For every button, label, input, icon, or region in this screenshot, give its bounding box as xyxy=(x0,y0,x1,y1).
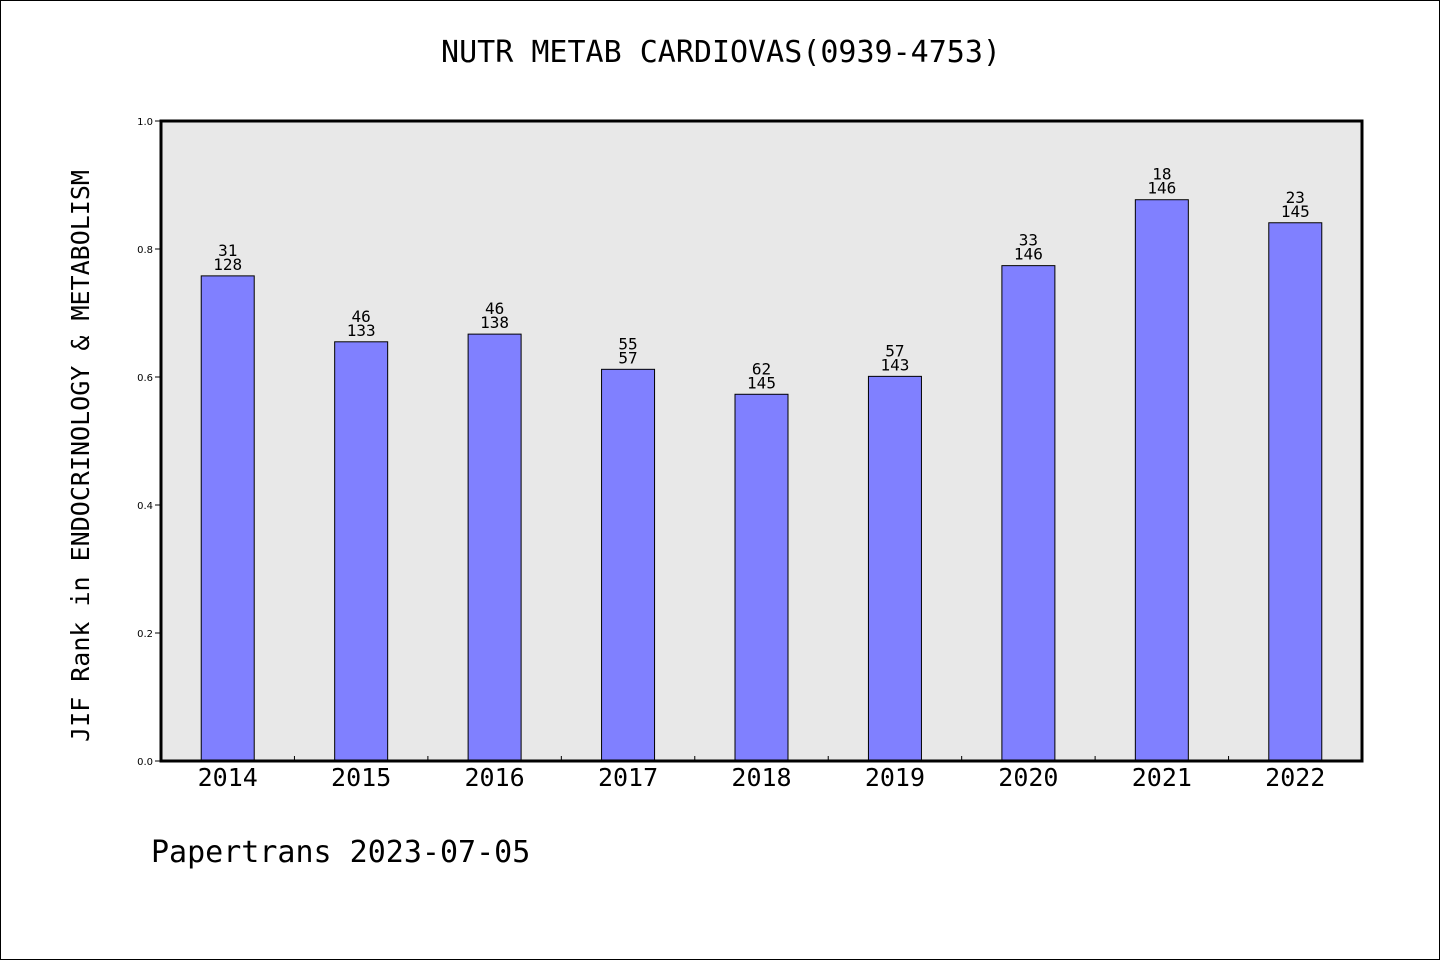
data-label-total: 146 xyxy=(1014,245,1043,264)
bars-group xyxy=(200,199,1323,762)
data-label-rank: 46 xyxy=(485,299,504,318)
data-label-total: 146 xyxy=(1147,179,1176,198)
data-label-rank: 62 xyxy=(752,359,771,378)
bar-2017 xyxy=(601,368,656,762)
chart-title: NUTR METAB CARDIOVAS(0939-4753) xyxy=(441,35,1001,70)
data-label-rank: 46 xyxy=(352,307,371,326)
data-label-rank: 31 xyxy=(218,241,237,260)
bar-2014 xyxy=(200,275,255,762)
x-tick-label: 2018 xyxy=(731,763,791,792)
data-label-total: 57 xyxy=(618,348,637,367)
data-label-rank: 23 xyxy=(1286,188,1305,207)
y-tick-label: 0.4 xyxy=(137,501,153,512)
data-label-total: 145 xyxy=(1281,202,1310,221)
bar-2019 xyxy=(867,375,922,762)
data-label-total: 145 xyxy=(747,373,776,392)
footer-credit: Papertrans 2023-07-05 xyxy=(151,835,531,870)
y-tick-label: 0.8 xyxy=(137,245,153,256)
x-tick-label: 2021 xyxy=(1132,763,1192,792)
x-tick-label: 2019 xyxy=(865,763,925,792)
y-ticks-group: 0.0 0.2 0.4 0.6 0.8 1.0 xyxy=(137,117,161,768)
x-tick-label: 2017 xyxy=(598,763,658,792)
data-label-total: 143 xyxy=(880,355,909,374)
data-label-rank: 33 xyxy=(1019,231,1038,250)
bar-2020 xyxy=(1001,265,1056,762)
data-label-total: 128 xyxy=(213,255,242,274)
bar-2018 xyxy=(734,393,789,762)
data-label-total: 138 xyxy=(480,313,509,332)
bar-2016 xyxy=(467,333,522,762)
bar-2022 xyxy=(1268,222,1323,762)
x-tick-label: 2014 xyxy=(198,763,258,792)
x-tick-label: 2015 xyxy=(331,763,391,792)
data-label-total: 133 xyxy=(347,321,376,340)
bar-2021 xyxy=(1134,199,1189,762)
y-tick-label: 1.0 xyxy=(137,117,153,128)
data-label-rank: 57 xyxy=(885,341,904,360)
x-tick-label: 2022 xyxy=(1265,763,1325,792)
data-label-rank: 55 xyxy=(618,334,637,353)
y-tick-label: 0.6 xyxy=(137,373,153,384)
y-tick-label: 0.2 xyxy=(137,629,153,640)
bar-2015 xyxy=(334,341,389,762)
data-label-rank: 18 xyxy=(1152,165,1171,184)
y-tick-label: 0.0 xyxy=(137,757,153,768)
plot-frame xyxy=(159,119,1364,763)
x-ticks-group: 2014 2015 2016 2017 2018 2019 2020 2021 2022 xyxy=(198,756,1325,792)
x-tick-label: 2016 xyxy=(465,763,525,792)
x-tick-label: 2020 xyxy=(998,763,1058,792)
